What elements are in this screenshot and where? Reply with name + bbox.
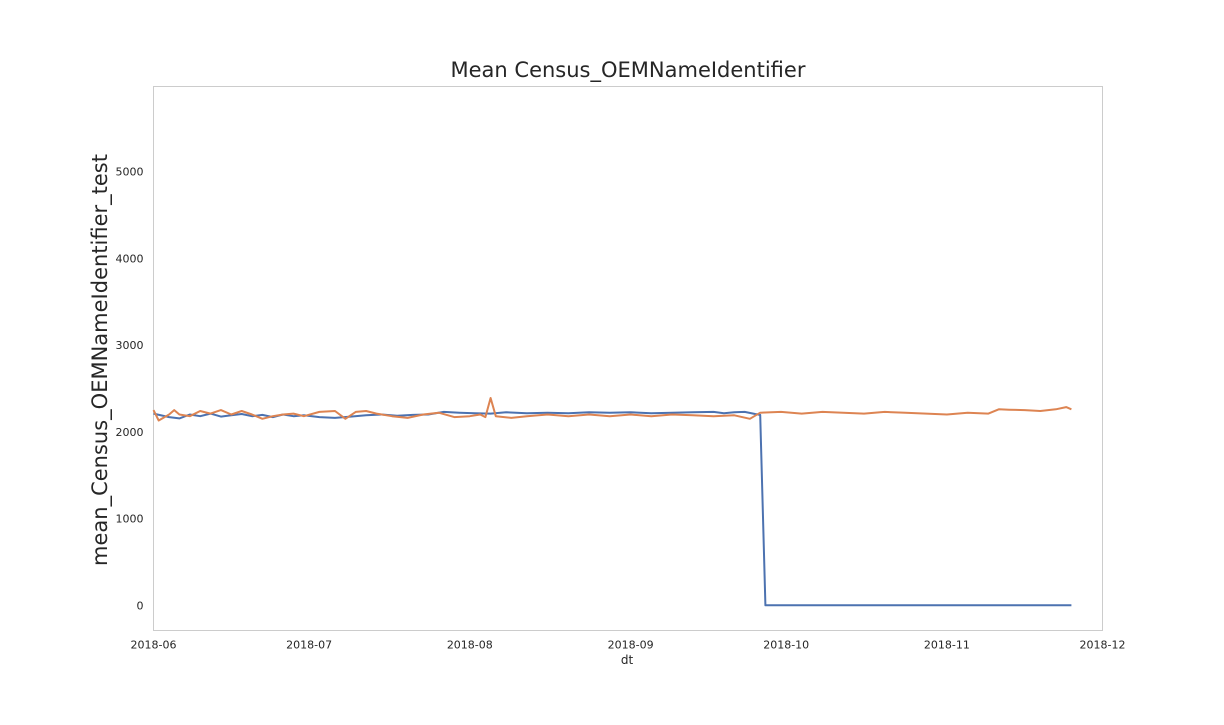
series-line-1: [153, 410, 1072, 607]
x-tick-label: 2018-09: [608, 639, 654, 652]
x-tick-label: 2018-11: [924, 639, 970, 652]
x-tick-label: 2018-08: [447, 639, 493, 652]
y-tick-label: 0: [137, 599, 144, 612]
y-tick-label: 1000: [116, 513, 144, 526]
chart-title: Mean Census_OEMNameIdentifier: [450, 58, 806, 82]
x-tick-label: 2018-07: [286, 639, 332, 652]
y-tick-label: 5000: [116, 166, 144, 179]
y-tick-label: 3000: [116, 339, 144, 352]
y-tick-label: 2000: [116, 426, 144, 439]
y-axis-label: mean_Census_OEMNameIdentifier_test: [88, 154, 113, 566]
y-tick-label: 4000: [116, 252, 144, 265]
x-tick-label: 2018-06: [131, 639, 177, 652]
plot-area: [153, 86, 1103, 631]
x-tick-label: 2018-12: [1080, 639, 1126, 652]
series-line-2: [152, 397, 1072, 422]
x-tick-label: 2018-10: [763, 639, 809, 652]
y-tick-labels: 0 1000 2000 3000 4000 5000: [116, 166, 144, 613]
x-axis-label: dt: [621, 653, 634, 667]
series-layer: [152, 397, 1072, 607]
x-tick-labels: 2018-06 2018-07 2018-08 2018-09 2018-10 2018-…: [131, 639, 1126, 652]
